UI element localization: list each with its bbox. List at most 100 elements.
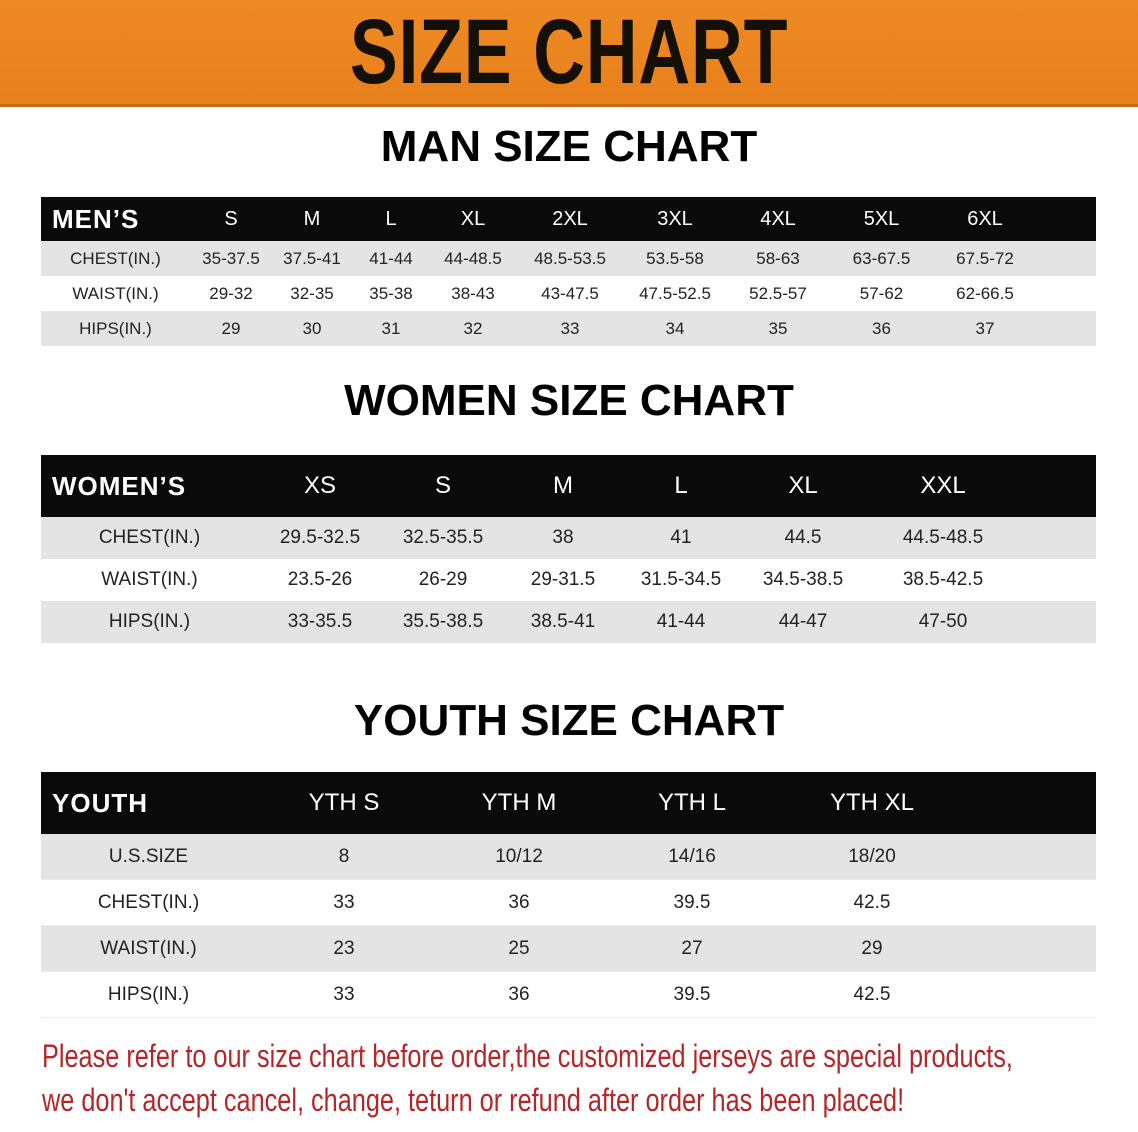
table-row: HIPS(IN.) 33-35.5 35.5-38.5 38.5-41 41-44 44-… — [41, 601, 1096, 643]
size-header-cell: 4XL — [760, 207, 796, 230]
measurement-value: 34 — [665, 318, 685, 338]
measurement-value: 33 — [333, 891, 355, 913]
size-header-cell: M — [303, 207, 321, 230]
size-header-cell: YTH S — [308, 789, 380, 816]
table-row: CHEST(IN.) 33 36 39.5 42.5 — [41, 880, 1096, 926]
measurement-value: 39.5 — [673, 983, 711, 1005]
measurement-value: 29.5-32.5 — [279, 527, 361, 548]
size-header-cell: 3XL — [657, 207, 693, 230]
measurement-value: 43-47.5 — [541, 283, 599, 303]
measurement-value: 32-35 — [290, 283, 334, 303]
measurement-value: 29-31.5 — [530, 569, 596, 590]
measurement-value: 33 — [333, 983, 355, 1005]
size-header-cell: XXL — [920, 472, 966, 499]
measurement-value: 58-63 — [756, 248, 800, 268]
measurement-value: 44.5-48.5 — [902, 527, 984, 548]
men-heading: MAN SIZE CHART — [380, 122, 758, 171]
measurement-value: 52.5-57 — [749, 283, 807, 303]
table-row: HIPS(IN.) 29 30 31 32 33 34 35 36 37 — [41, 311, 1096, 346]
size-header-cell: 5XL — [863, 207, 900, 230]
size-header-cell: YTH L — [657, 789, 726, 816]
measurement-value: 39.5 — [673, 891, 711, 913]
measurement-label: WAIST(IN.) — [100, 937, 197, 959]
measurement-value: 29 — [221, 318, 241, 338]
measurement-value: 41 — [670, 527, 692, 548]
size-header-cell: XL — [460, 207, 486, 230]
table-title-cell: WOMEN’S — [52, 470, 187, 501]
measurement-value: 41-44 — [656, 611, 706, 632]
measurement-label: WAIST(IN.) — [101, 569, 198, 590]
measurement-value: 25 — [508, 937, 530, 959]
measurement-value: 37 — [975, 318, 995, 338]
measurement-value: 35.5-38.5 — [402, 611, 484, 632]
table-title-cell: YOUTH — [52, 787, 148, 818]
measurement-value: 48.5-53.5 — [534, 248, 606, 268]
measurement-value: 36 — [508, 891, 530, 913]
measurement-value: 33 — [560, 318, 580, 338]
measurement-value: 38-43 — [451, 283, 495, 303]
women-heading: WOMEN SIZE CHART — [344, 376, 794, 425]
table-title-cell: MEN’S — [52, 203, 140, 234]
measurement-value: 36 — [508, 983, 530, 1005]
measurement-value: 42.5 — [853, 891, 891, 913]
youth-heading: YOUTH SIZE CHART — [353, 696, 785, 745]
measurement-value: 10/12 — [495, 845, 543, 867]
size-header-cell: M — [553, 472, 573, 499]
measurement-value: 31.5-34.5 — [640, 569, 722, 590]
size-header-cell: XS — [303, 472, 336, 499]
size-header-cell: YTH M — [481, 789, 557, 816]
size-header-cell: 2XL — [552, 207, 588, 230]
measurement-value: 31 — [381, 318, 401, 338]
measurement-value: 29 — [861, 937, 883, 959]
women-size-table: WOMEN’S XS S M L XL XXL CHEST(IN.) 29.5-32.5 32.5… — [41, 455, 1096, 643]
measurement-label: HIPS(IN.) — [107, 983, 190, 1005]
measurement-value: 8 — [338, 845, 350, 867]
size-header-cell: L — [674, 472, 688, 499]
measurement-value: 41-44 — [369, 248, 413, 268]
measurement-value: 26-29 — [418, 569, 468, 590]
youth-size-table: YOUTH YTH S YTH M YTH L YTH XL U.S.SIZE 8 10/12… — [41, 772, 1096, 1018]
measurement-label: HIPS(IN.) — [79, 318, 152, 338]
banner-title: SIZE CHART — [349, 1, 789, 103]
table-row: CHEST(IN.) 35-37.5 37.5-41 41-44 44-48.5 48.5… — [41, 241, 1096, 276]
measurement-value: 57-62 — [859, 283, 904, 303]
measurement-value: 30 — [302, 318, 322, 338]
measurement-value: 18/20 — [848, 845, 896, 867]
table-header-row: YOUTH YTH S YTH M YTH L YTH XL — [41, 772, 1096, 834]
measurement-value: 67.5-72 — [956, 248, 1014, 268]
measurement-value: 29-32 — [209, 283, 253, 303]
measurement-value: 53.5-58 — [646, 248, 704, 268]
measurement-value: 42.5 — [853, 983, 891, 1005]
measurement-value: 27 — [681, 937, 703, 959]
banner: SIZE CHART — [0, 0, 1138, 107]
men-size-table: MEN’S S M L XL 2XL 3XL 4XL 5XL 6XL CHEST(IN.) 35-37… — [41, 197, 1096, 346]
measurement-value: 63-67.5 — [852, 248, 911, 268]
measurement-label: HIPS(IN.) — [108, 611, 191, 632]
table-header-row: MEN’S S M L XL 2XL 3XL 4XL 5XL 6XL — [41, 197, 1096, 241]
measurement-value: 23.5-26 — [287, 569, 353, 590]
measurement-value: 37.5-41 — [283, 248, 341, 268]
measurement-value: 38.5-42.5 — [902, 569, 984, 590]
measurement-value: 35-38 — [369, 283, 413, 303]
table-row: U.S.SIZE 8 10/12 14/16 18/20 — [41, 834, 1096, 880]
table-row: CHEST(IN.) 29.5-32.5 32.5-35.5 38 41 44.5 44.5… — [41, 517, 1096, 559]
measurement-value: 44-47 — [778, 611, 828, 632]
measurement-label: CHEST(IN.) — [70, 248, 161, 268]
measurement-value: 62-66.5 — [956, 283, 1014, 303]
table-row: HIPS(IN.) 33 36 39.5 42.5 — [41, 972, 1096, 1018]
disclaimer-line-2: we don't accept cancel, change, teturn o… — [42, 1082, 905, 1118]
measurement-value: 38 — [552, 527, 574, 548]
measurement-value: 35 — [768, 318, 788, 338]
measurement-value: 47.5-52.5 — [639, 283, 711, 303]
measurement-value: 32 — [463, 318, 483, 338]
table-row: WAIST(IN.) 23.5-26 26-29 29-31.5 31.5-34.5 34… — [41, 559, 1096, 601]
measurement-value: 33-35.5 — [287, 611, 353, 632]
size-header-cell: S — [224, 207, 238, 230]
size-header-cell: S — [434, 472, 451, 499]
size-header-cell: YTH XL — [829, 789, 915, 816]
table-row: WAIST(IN.) 29-32 32-35 35-38 38-43 43-47.5 47.… — [41, 276, 1096, 311]
table-row: WAIST(IN.) 23 25 27 29 — [41, 926, 1096, 972]
measurement-value: 35-37.5 — [202, 248, 260, 268]
measurement-label: U.S.SIZE — [108, 845, 189, 867]
measurement-label: WAIST(IN.) — [72, 283, 159, 303]
